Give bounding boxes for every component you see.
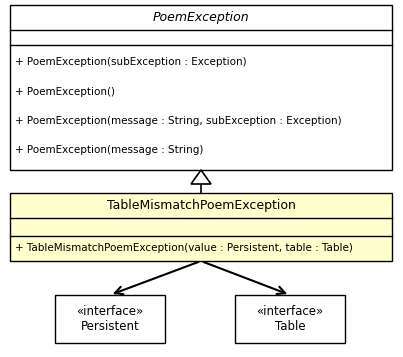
Text: «interface»
Persistent: «interface» Persistent: [77, 305, 143, 333]
Bar: [235, 295, 345, 343]
Text: PoemException: PoemException: [153, 11, 249, 24]
Polygon shape: [191, 170, 211, 184]
Text: + PoemException(message : String, subException : Exception): + PoemException(message : String, subExc…: [15, 116, 342, 126]
Text: + PoemException(message : String): + PoemException(message : String): [15, 145, 204, 155]
Text: + TableMismatchPoemException(value : Persistent, table : Table): + TableMismatchPoemException(value : Per…: [15, 242, 353, 252]
Text: «interface»
Table: «interface» Table: [256, 305, 324, 333]
Text: + PoemException(): + PoemException(): [15, 86, 115, 96]
Bar: [10, 193, 392, 261]
Bar: [10, 5, 392, 170]
Bar: [55, 295, 165, 343]
Text: + PoemException(subException : Exception): + PoemException(subException : Exception…: [15, 57, 247, 67]
Text: TableMismatchPoemException: TableMismatchPoemException: [106, 199, 295, 212]
